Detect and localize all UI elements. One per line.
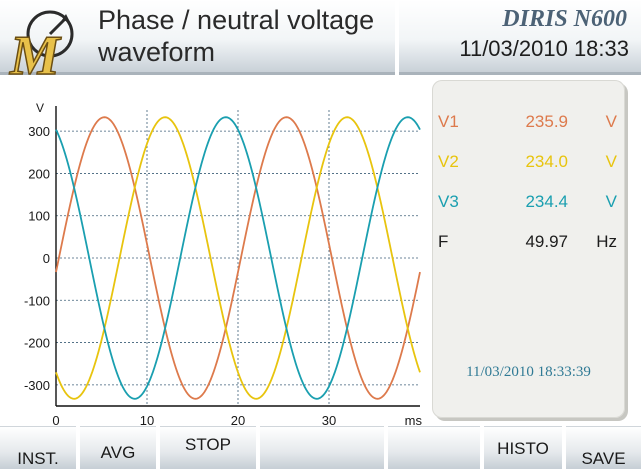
x-tick-label: 0 bbox=[52, 413, 59, 426]
reading-row-f: F 49.97 Hz bbox=[432, 232, 625, 256]
series-line-v2 bbox=[55, 116, 421, 400]
y-tick-label: -100 bbox=[24, 293, 50, 308]
save-button-label: SAVE bbox=[581, 449, 626, 468]
x-tick-label: 10 bbox=[140, 413, 154, 426]
y-tick-label: 100 bbox=[28, 209, 50, 224]
save-button[interactable]: SAVE bbox=[566, 426, 641, 469]
reading-row-v3: V3 234.4 V bbox=[432, 192, 625, 216]
stop-button-label: STOP bbox=[185, 435, 231, 454]
blank-button-2[interactable] bbox=[388, 426, 480, 469]
reading-unit: V bbox=[605, 192, 617, 211]
y-tick-label: 0 bbox=[43, 251, 50, 266]
reading-value: 234.4 bbox=[525, 192, 568, 211]
header-datetime: 11/03/2010 18:33 bbox=[459, 36, 629, 61]
reading-name: F bbox=[438, 232, 449, 251]
y-tick-label: 300 bbox=[28, 124, 50, 139]
reading-unit: V bbox=[605, 112, 617, 131]
y-tick-label: -200 bbox=[24, 336, 50, 351]
blank-button-1[interactable] bbox=[260, 426, 384, 469]
y-tick-label: -300 bbox=[24, 378, 50, 393]
reading-name: V3 bbox=[438, 192, 459, 211]
x-tick-label: 20 bbox=[231, 413, 245, 426]
histo-button[interactable]: HISTO bbox=[484, 426, 562, 469]
reading-name: V1 bbox=[438, 112, 459, 131]
device-brand: DIRIS N600 bbox=[502, 6, 627, 32]
title-panel: M Phase / neutral voltage waveform bbox=[0, 0, 395, 78]
reading-name: V2 bbox=[438, 152, 459, 171]
header: M Phase / neutral voltage waveform DIRIS… bbox=[0, 0, 641, 78]
histo-button-label: HISTO bbox=[497, 439, 549, 458]
reading-value: 234.0 bbox=[525, 152, 568, 171]
y-tick-label: 200 bbox=[28, 166, 50, 181]
inst-button[interactable]: INST. bbox=[0, 426, 76, 469]
reading-row-v2: V2 234.0 V bbox=[432, 152, 625, 176]
brand-panel: DIRIS N600 11/03/2010 18:33 bbox=[399, 0, 641, 75]
avg-button[interactable]: AVG bbox=[80, 426, 156, 469]
y-axis-label: V bbox=[36, 101, 44, 115]
reading-unit: V bbox=[605, 152, 617, 171]
reading-value: 49.97 bbox=[525, 232, 568, 251]
reading-timestamp: 11/03/2010 18:33:39 bbox=[466, 364, 591, 380]
svg-text:M: M bbox=[9, 25, 62, 78]
readings-panel: 11/03/2010 18:33:39 V1 235.9 V V2 234.0 V V3 23… bbox=[432, 80, 625, 418]
x-tick-label: 30 bbox=[322, 413, 336, 426]
series-line-v3 bbox=[55, 116, 421, 400]
inst-button-label: INST. bbox=[17, 449, 59, 468]
page-title: Phase / neutral voltage waveform bbox=[98, 5, 375, 67]
reading-unit: Hz bbox=[596, 232, 617, 251]
series-line-v1 bbox=[55, 116, 421, 400]
softkey-bar: INST. AVG STOP HISTO SAVE bbox=[0, 420, 641, 469]
m-meter-logo-icon: M bbox=[8, 10, 74, 78]
stop-button[interactable]: STOP bbox=[160, 426, 256, 469]
x-axis-label: ms bbox=[405, 413, 423, 426]
avg-button-label: AVG bbox=[100, 443, 136, 462]
waveform-chart: 300 200 100 0 -100 -200 -300 0 10 20 30 Vms bbox=[24, 101, 423, 426]
reading-row-v1: V1 235.9 V bbox=[432, 112, 625, 136]
reading-value: 235.9 bbox=[525, 112, 568, 131]
